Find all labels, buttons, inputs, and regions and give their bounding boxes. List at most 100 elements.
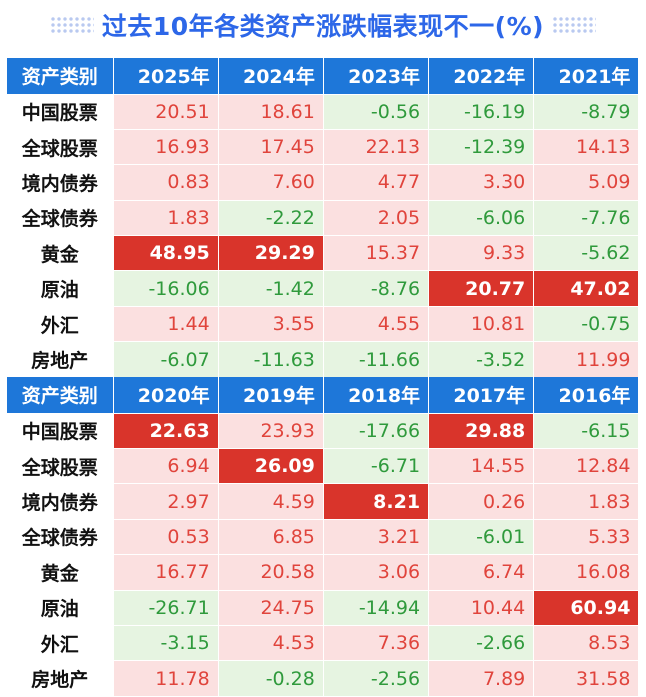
return-value-cell: 0.26 [428,483,535,520]
top-return-cell: 48.95 [113,235,219,271]
return-value-cell: 3.21 [323,518,430,555]
return-value-cell: 6.74 [428,554,535,591]
return-value-cell: -11.66 [323,341,430,378]
return-value-cell: 16.93 [113,128,219,165]
column-header-year: 2022年 [428,58,535,94]
return-value-cell: -2.66 [428,624,535,661]
column-header-year: 2018年 [323,377,430,414]
return-value-cell: 3.55 [218,305,324,342]
return-value-cell: -11.63 [218,341,324,378]
top-return-cell: 26.09 [218,448,324,484]
header-row: 资产类别 2025年 2024年 2023年 2022年 2021年 [7,58,640,94]
column-header-year: 2025年 [113,58,219,94]
asset-category-label: 外汇 [7,305,114,342]
column-header-category: 资产类别 [7,377,114,414]
title-bar: 过去10年各类资产涨跌幅表现不一(%) [0,0,646,50]
table-row: 境内债券 2.97 4.59 8.21 0.26 1.83 [7,483,640,520]
return-value-cell: 16.77 [113,554,219,591]
return-value-cell: 2.05 [323,199,430,236]
asset-category-label: 境内债券 [7,483,114,520]
asset-category-label: 境内债券 [7,164,114,201]
return-value-cell: 4.77 [323,164,430,201]
table-row: 外汇 -3.15 4.53 7.36 -2.66 8.53 [7,624,640,661]
return-value-cell: -16.06 [113,270,219,307]
return-value-cell: 3.30 [428,164,535,201]
asset-category-label: 原油 [7,270,114,307]
return-value-cell: 10.81 [428,305,535,342]
return-value-cell: 1.83 [533,483,640,520]
return-value-cell: 3.06 [323,554,430,591]
decorative-dots-right-icon [552,16,597,34]
top-return-cell: 60.94 [533,589,640,626]
return-value-cell: 5.33 [533,518,640,555]
table-row: 境内债券 0.83 7.60 4.77 3.30 5.09 [7,164,640,201]
return-value-cell: -0.75 [533,305,640,342]
table-row: 房地产 -6.07 -11.63 -11.66 -3.52 11.99 [7,341,640,378]
asset-category-label: 全球股票 [7,448,114,484]
asset-category-label: 黄金 [7,235,114,271]
return-value-cell: 16.08 [533,554,640,591]
return-value-cell: 23.93 [218,412,324,449]
return-value-cell: 24.75 [218,589,324,626]
return-value-cell: -6.15 [533,412,640,449]
return-value-cell: 11.78 [113,660,219,697]
return-value-cell: 1.44 [113,305,219,342]
return-value-cell: -3.15 [113,624,219,661]
column-header-year: 2017年 [428,377,535,414]
return-value-cell: 1.83 [113,199,219,236]
top-return-cell: 8.21 [323,483,430,520]
table-row: 原油 -16.06 -1.42 -8.76 20.77 47.02 [7,270,640,307]
column-header-year: 2024年 [218,58,324,94]
table-row: 黄金 48.95 29.29 15.37 9.33 -5.62 [7,235,640,271]
return-value-cell: 22.13 [323,128,430,165]
return-value-cell: -7.76 [533,199,640,236]
return-value-cell: 7.36 [323,624,430,661]
return-value-cell: 2.97 [113,483,219,520]
returns-table: 资产类别 2025年 2024年 2023年 2022年 2021年 中国股票 20.51 18… [7,58,640,697]
return-value-cell: 18.61 [218,93,324,130]
asset-category-label: 外汇 [7,624,114,661]
return-value-cell: 4.59 [218,483,324,520]
return-value-cell: -0.28 [218,660,324,697]
return-value-cell: -0.56 [323,93,430,130]
top-return-cell: 47.02 [533,270,640,307]
column-header-year: 2020年 [113,377,219,414]
asset-category-label: 黄金 [7,554,114,591]
return-value-cell: -8.79 [533,93,640,130]
table-row: 全球债券 0.53 6.85 3.21 -6.01 5.33 [7,518,640,555]
asset-category-label: 全球股票 [7,128,114,165]
column-header-year: 2019年 [218,377,324,414]
table-row: 全球股票 16.93 17.45 22.13 -12.39 14.13 [7,128,640,165]
column-header-year: 2023年 [323,58,430,94]
return-value-cell: -16.19 [428,93,535,130]
return-value-cell: 20.51 [113,93,219,130]
return-value-cell: 8.53 [533,624,640,661]
return-value-cell: -1.42 [218,270,324,307]
table-row: 黄金 16.77 20.58 3.06 6.74 16.08 [7,554,640,591]
asset-category-label: 中国股票 [7,412,114,449]
return-value-cell: -3.52 [428,341,535,378]
table-row: 中国股票 20.51 18.61 -0.56 -16.19 -8.79 [7,93,640,130]
table-row: 全球债券 1.83 -2.22 2.05 -6.06 -7.76 [7,199,640,236]
asset-category-label: 中国股票 [7,93,114,130]
top-return-cell: 20.77 [428,270,535,307]
return-value-cell: -2.22 [218,199,324,236]
asset-category-label: 房地产 [7,660,114,697]
return-value-cell: -17.66 [323,412,430,449]
return-value-cell: 7.89 [428,660,535,697]
table-row: 全球股票 6.94 26.09 -6.71 14.55 12.84 [7,448,640,484]
return-value-cell: 14.55 [428,448,535,484]
return-value-cell: 9.33 [428,235,535,271]
asset-category-label: 全球债券 [7,518,114,555]
return-value-cell: 15.37 [323,235,430,271]
return-value-cell: 10.44 [428,589,535,626]
return-value-cell: 6.94 [113,448,219,484]
asset-category-label: 原油 [7,589,114,626]
column-header-year: 2021年 [533,58,640,94]
return-value-cell: -26.71 [113,589,219,626]
return-value-cell: -2.56 [323,660,430,697]
asset-category-label: 房地产 [7,341,114,378]
column-header-category: 资产类别 [7,58,114,94]
return-value-cell: 7.60 [218,164,324,201]
return-value-cell: 12.84 [533,448,640,484]
